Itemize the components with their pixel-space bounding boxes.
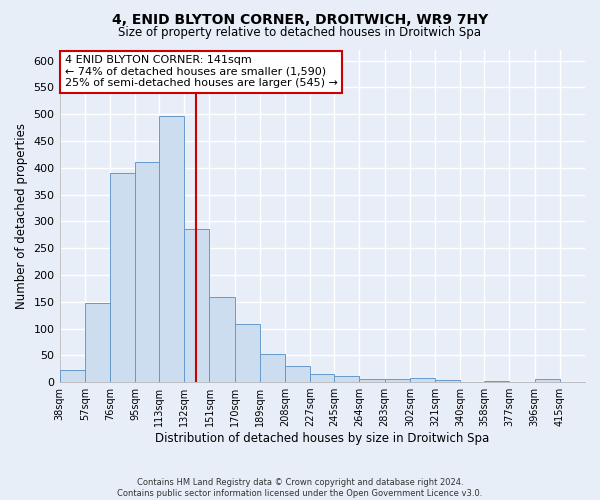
Text: 4, ENID BLYTON CORNER, DROITWICH, WR9 7HY: 4, ENID BLYTON CORNER, DROITWICH, WR9 7H… xyxy=(112,12,488,26)
Bar xyxy=(59,370,85,382)
X-axis label: Distribution of detached houses by size in Droitwich Spa: Distribution of detached houses by size … xyxy=(155,432,490,445)
Bar xyxy=(310,374,334,382)
Bar xyxy=(435,380,460,382)
Bar xyxy=(535,380,560,382)
Bar xyxy=(285,366,310,382)
Bar xyxy=(135,162,159,382)
Bar xyxy=(209,298,235,382)
Bar xyxy=(410,378,435,382)
Bar xyxy=(260,354,285,382)
Text: 4 ENID BLYTON CORNER: 141sqm
← 74% of detached houses are smaller (1,590)
25% of: 4 ENID BLYTON CORNER: 141sqm ← 74% of de… xyxy=(65,55,338,88)
Bar xyxy=(159,116,184,382)
Y-axis label: Number of detached properties: Number of detached properties xyxy=(15,123,28,309)
Bar xyxy=(334,376,359,382)
Text: Contains HM Land Registry data © Crown copyright and database right 2024.
Contai: Contains HM Land Registry data © Crown c… xyxy=(118,478,482,498)
Bar xyxy=(85,303,110,382)
Bar xyxy=(484,381,509,382)
Bar xyxy=(184,230,209,382)
Text: Size of property relative to detached houses in Droitwich Spa: Size of property relative to detached ho… xyxy=(119,26,482,39)
Bar xyxy=(359,379,385,382)
Bar xyxy=(235,324,260,382)
Bar xyxy=(385,380,410,382)
Bar xyxy=(110,173,135,382)
